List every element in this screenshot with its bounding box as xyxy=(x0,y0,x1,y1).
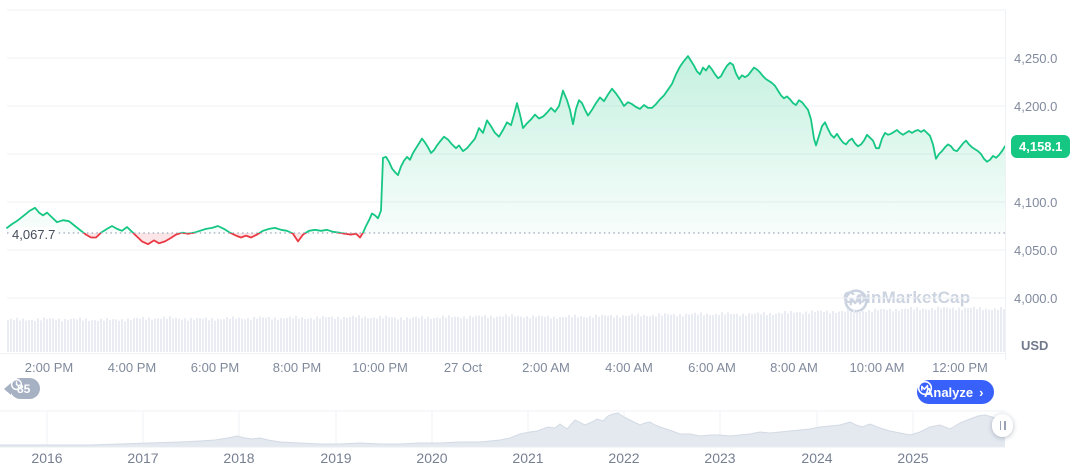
y-tick-label: 4,000.0 xyxy=(1014,291,1058,306)
open-price-label: 4,067.7 xyxy=(10,227,58,243)
price-series-up xyxy=(6,55,1006,234)
coinmarketcap-logo-icon xyxy=(844,289,868,313)
history-count-badge[interactable]: 85 xyxy=(10,378,41,399)
minimap-line xyxy=(0,412,1006,446)
year-label: 2022 xyxy=(608,450,640,466)
x-tick-label: 8:00 AM xyxy=(770,360,818,375)
timeline-minimap[interactable] xyxy=(0,406,1072,452)
x-tick-label: 4:00 AM xyxy=(605,360,653,375)
x-tick-label: 27 Oct xyxy=(443,360,483,375)
y-tick-label: 4,200.0 xyxy=(1014,99,1058,114)
x-tick-label: 2:00 AM xyxy=(522,360,570,375)
x-tick-label: 6:00 AM xyxy=(688,360,736,375)
coinmarketcap-logo-icon xyxy=(917,380,933,396)
history-clock-icon xyxy=(10,378,23,391)
price-series-down xyxy=(82,233,364,246)
year-label: 2020 xyxy=(416,450,448,466)
current-price-badge: 4,158.1 xyxy=(1011,135,1071,158)
x-tick-label: 4:00 PM xyxy=(107,360,157,375)
currency-unit-label: USD xyxy=(1021,338,1049,353)
axis-separator xyxy=(1005,10,1006,360)
y-tick-label: 4,050.0 xyxy=(1014,243,1058,258)
x-tick-label: 6:00 PM xyxy=(190,360,240,375)
year-label: 2024 xyxy=(801,450,833,466)
analyze-label: Analyze xyxy=(924,384,974,400)
year-label: 2023 xyxy=(704,450,736,466)
history-count: 85 xyxy=(17,381,31,396)
minimap-area xyxy=(0,413,1005,447)
analyze-button[interactable]: Analyze › xyxy=(917,380,995,404)
year-label: 2016 xyxy=(31,450,63,466)
year-label: 2018 xyxy=(223,450,255,466)
x-tick-label: 10:00 AM xyxy=(849,360,905,375)
x-tick-label: 10:00 PM xyxy=(352,360,408,375)
year-label: 2021 xyxy=(512,450,544,466)
year-label: 2017 xyxy=(127,450,159,466)
volume-bars xyxy=(7,306,1005,352)
chevron-right-icon: › xyxy=(979,384,984,400)
y-tick-label: 4,250.0 xyxy=(1014,51,1058,66)
x-tick-label: 8:00 PM xyxy=(272,360,322,375)
y-tick-label: 4,100.0 xyxy=(1014,195,1058,210)
year-label: 2019 xyxy=(320,450,352,466)
main-price-chart[interactable] xyxy=(0,0,1072,356)
x-tick-label: 12:00 PM xyxy=(932,360,988,375)
x-tick-label: 2:00 PM xyxy=(24,360,74,375)
year-label: 2025 xyxy=(897,450,929,466)
range-slider-handle[interactable] xyxy=(992,414,1013,437)
